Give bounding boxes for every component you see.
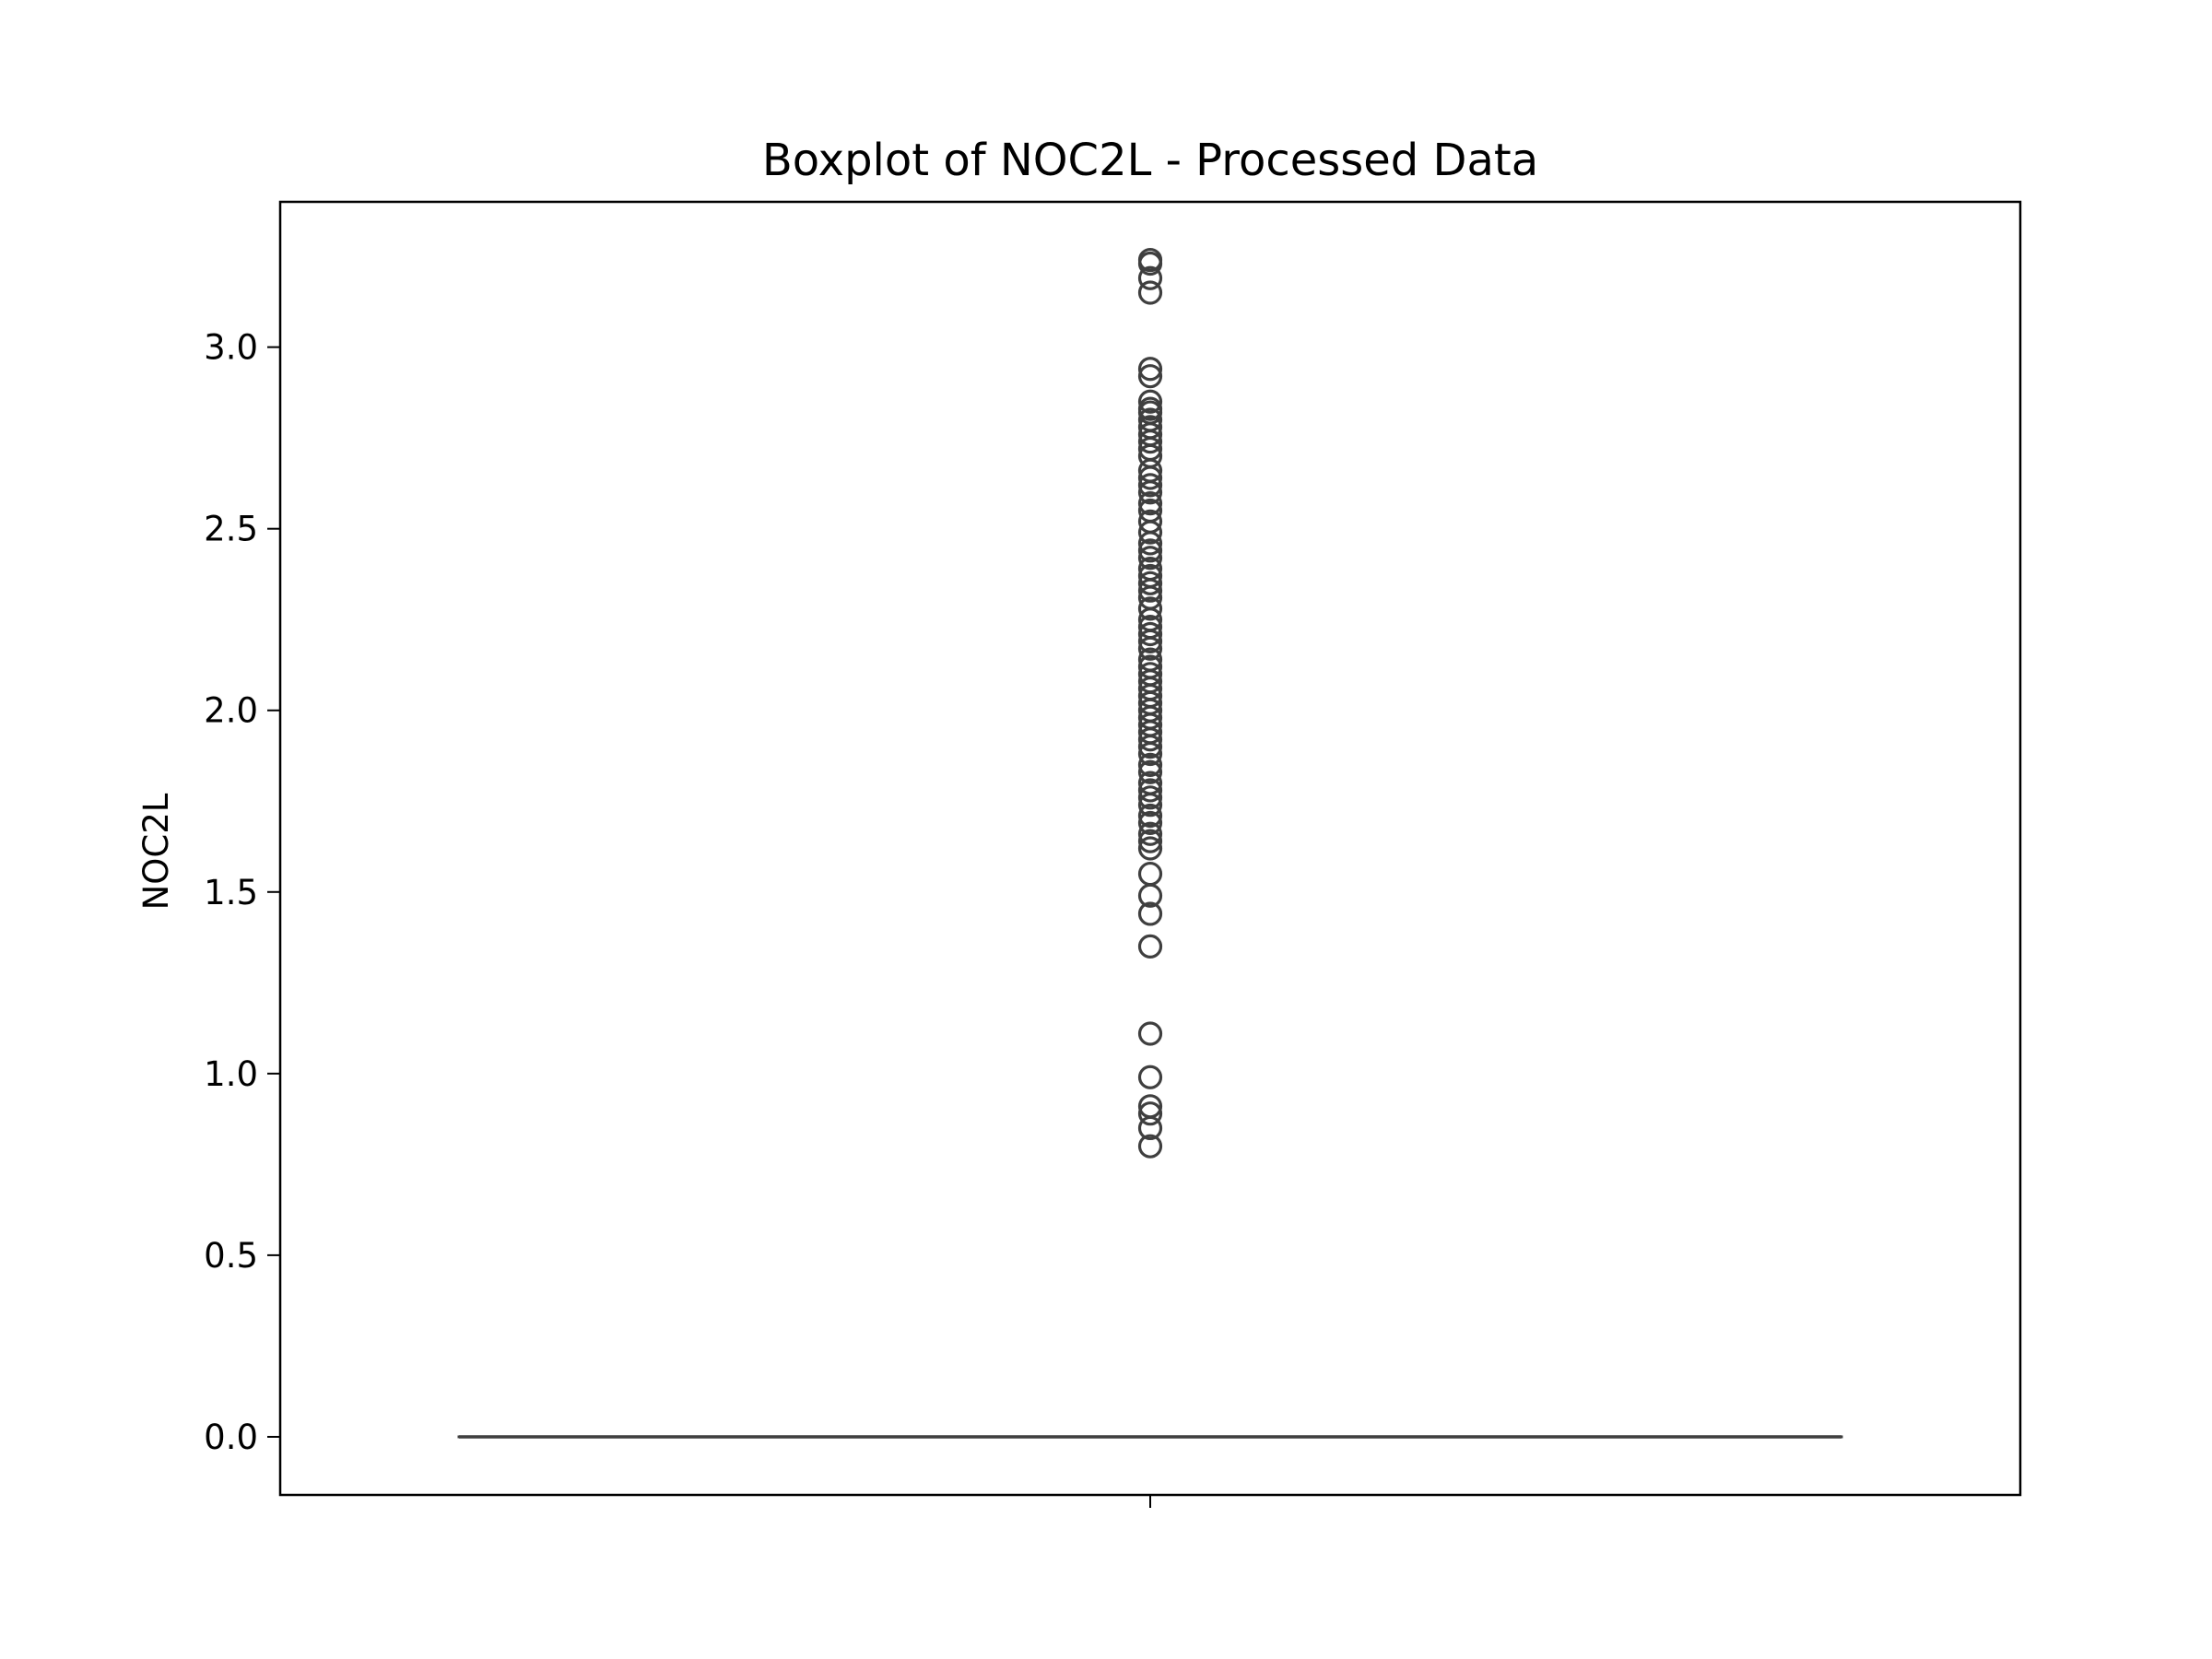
outlier-point <box>1137 821 1163 846</box>
outlier-points <box>1137 247 1163 1159</box>
y-tick-label: 0.0 <box>204 1418 258 1457</box>
outlier-point <box>1137 883 1163 908</box>
outlier-point <box>1137 546 1163 571</box>
outlier-point <box>1137 1134 1163 1159</box>
outlier-point <box>1137 810 1163 836</box>
outlier-point <box>1137 480 1163 505</box>
outlier-point <box>1137 571 1163 595</box>
outlier-point <box>1137 1021 1163 1046</box>
y-tick-label: 1.0 <box>204 1054 258 1094</box>
outlier-point <box>1137 465 1163 490</box>
y-tick-label: 3.0 <box>204 328 258 368</box>
outlier-point <box>1137 1101 1163 1126</box>
outlier-point <box>1137 785 1163 810</box>
outlier-point <box>1137 901 1163 926</box>
y-tick-label: 0.5 <box>204 1236 258 1276</box>
outlier-point <box>1137 357 1163 382</box>
outlier-point <box>1137 759 1163 784</box>
y-tick-label: 1.5 <box>204 873 258 912</box>
y-tick-label: 2.5 <box>204 510 258 549</box>
outlier-point <box>1137 280 1163 305</box>
outlier-point <box>1137 752 1163 777</box>
outlier-point <box>1137 836 1163 861</box>
y-axis-label: NOC2L <box>136 793 176 910</box>
outlier-point <box>1137 389 1163 414</box>
outlier-point <box>1137 251 1163 276</box>
outlier-point <box>1137 265 1163 290</box>
outlier-point <box>1137 1065 1163 1089</box>
outlier-point <box>1137 621 1163 647</box>
outlier-point <box>1137 596 1163 621</box>
outlier-point <box>1137 429 1163 454</box>
outlier-point <box>1137 803 1163 829</box>
outlier-point <box>1137 636 1163 661</box>
outlier-point <box>1137 1115 1163 1141</box>
y-tick-label: 2.0 <box>204 691 258 731</box>
outlier-point <box>1137 735 1163 759</box>
outlier-point <box>1137 364 1163 389</box>
chart-title: Boxplot of NOC2L - Processed Data <box>762 135 1538 186</box>
outlier-point <box>1137 934 1163 959</box>
outlier-point <box>1137 829 1163 853</box>
outlier-point <box>1137 520 1163 545</box>
y-axis-ticks: 0.0 0.5 1.0 1.5 2.0 2.5 3.0 <box>204 328 280 1457</box>
outlier-point <box>1137 538 1163 563</box>
outlier-point <box>1137 578 1163 603</box>
outlier-point <box>1137 778 1163 803</box>
plot-frame <box>278 200 2022 1497</box>
outlier-point <box>1137 741 1163 767</box>
outlier-point <box>1137 727 1163 752</box>
outlier-point <box>1137 491 1163 516</box>
outlier-point <box>1137 473 1163 498</box>
outlier-point <box>1137 531 1163 556</box>
outlier-point <box>1137 793 1163 818</box>
outlier-point <box>1137 629 1163 653</box>
